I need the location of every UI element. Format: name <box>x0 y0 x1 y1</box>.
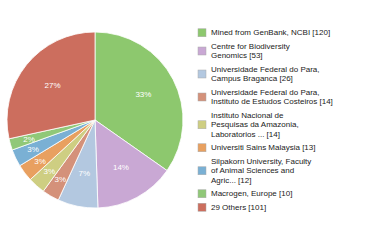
legend-swatch <box>198 121 206 129</box>
legend-entry: Silpakorn University, Facultyof Animal S… <box>211 157 311 185</box>
chart: 33%14%7%3%3%3%3%2%27%Mined from GenBank,… <box>0 0 380 240</box>
legend-entry: Macrogen, Europe [10] <box>211 189 292 198</box>
legend-swatch <box>198 70 206 78</box>
legend-entry: Universiti Sains Malaysia [13] <box>211 143 315 152</box>
data-label: 14% <box>113 163 129 172</box>
legend-swatch <box>198 190 206 198</box>
data-label: 3% <box>34 157 46 166</box>
pie <box>7 32 183 208</box>
legend-entry: Universidade Federal do Para,Campus Brag… <box>211 65 320 84</box>
legend-entry: Instituto Nacional dePesquisas da Amazon… <box>211 111 299 139</box>
legend-entry: Universidade Federal do Para,Instituto d… <box>211 88 333 107</box>
data-labels: 33%14%7%3%3%3%3%2%27% <box>23 81 151 183</box>
legend-swatch <box>198 29 206 37</box>
data-label: 7% <box>78 169 90 178</box>
pie-slice <box>95 120 167 208</box>
data-label: 3% <box>55 175 67 184</box>
legend-entry: Centre for BiodiversityGenomics [53] <box>211 42 290 61</box>
legend-swatch <box>198 203 206 211</box>
data-label: 2% <box>23 135 35 144</box>
legend-entry: Mined from GenBank, NCBI [120] <box>211 28 330 37</box>
legend: Mined from GenBank, NCBI [120] Centre for… <box>198 28 333 212</box>
data-label: 3% <box>44 167 56 176</box>
legend-swatch <box>198 47 206 55</box>
legend-swatch <box>198 167 206 175</box>
pie-slice <box>7 32 95 139</box>
legend-entry: 29 Others [101] <box>211 203 266 212</box>
data-label: 3% <box>27 145 39 154</box>
data-label: 27% <box>44 81 60 90</box>
legend-swatch <box>198 144 206 152</box>
data-label: 33% <box>135 90 151 99</box>
legend-swatch <box>198 93 206 101</box>
